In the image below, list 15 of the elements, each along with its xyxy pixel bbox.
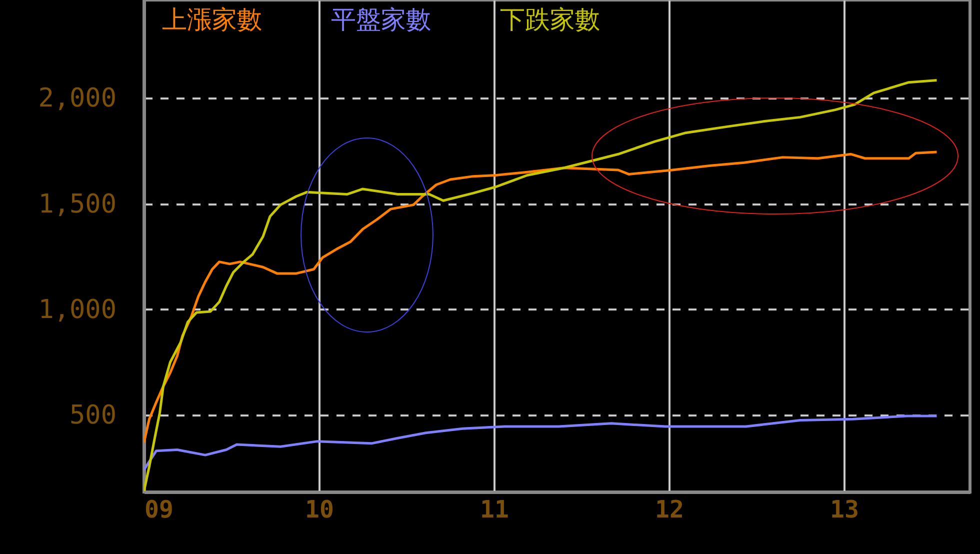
x-tick-label: 11 — [480, 496, 509, 524]
text: 上漲家數 — [162, 5, 262, 34]
x-tick-label: 13 — [830, 496, 859, 524]
x-tick-label: 10 — [305, 496, 334, 524]
x-tick-label: 09 — [144, 496, 174, 524]
line-series — [144, 150, 938, 444]
y-tick-label: 500 — [70, 400, 116, 430]
line-series — [144, 414, 938, 472]
line-series — [144, 78, 938, 492]
y-tick-label: 2,000 — [38, 84, 116, 114]
y-tick-label: 1,500 — [38, 189, 116, 220]
y-tick-label: 1,000 — [38, 294, 116, 325]
x-tick-label: 12 — [655, 496, 684, 524]
text: 平盤家數 — [331, 5, 431, 34]
text: 下跌家數 — [500, 5, 600, 34]
